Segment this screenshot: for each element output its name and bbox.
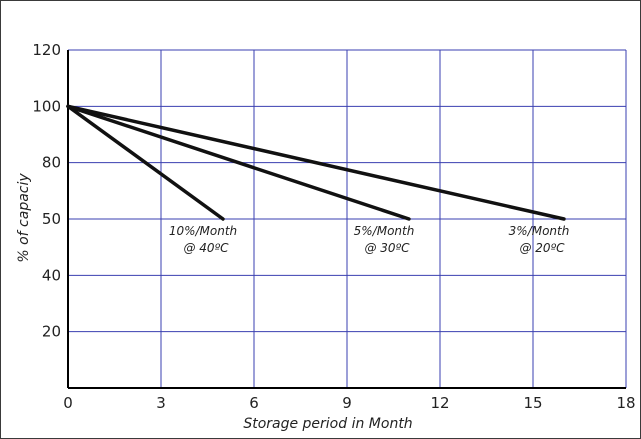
x-tick-label: 6: [249, 394, 259, 412]
series-annotation: 5%/Month: [354, 224, 415, 238]
series-annotations: 10%/Month @ 40ºC 5%/Month @ 30ºC 3%/Month @ 2…: [169, 224, 570, 255]
y-tick-label: 100: [32, 97, 61, 115]
x-tick-label: 0: [63, 394, 73, 412]
y-tick-label: 40: [42, 266, 61, 284]
y-tick-label: 50: [42, 210, 61, 228]
series-lines: [66, 104, 566, 221]
x-tick-label: 18: [616, 394, 635, 412]
series-annotation: 10%/Month: [169, 224, 237, 238]
grid-lines: [68, 49, 627, 388]
series-line: [66, 104, 225, 221]
x-axis-label: Storage period in Month: [243, 416, 412, 432]
y-tick-label: 20: [42, 323, 61, 341]
series-annotation: 3%/Month: [509, 224, 570, 238]
x-tick-labels: 0 3 6 9 12 15 18: [63, 394, 635, 412]
series-line: [66, 104, 566, 221]
x-tick-label: 15: [523, 394, 542, 412]
x-tick-label: 3: [156, 394, 166, 412]
y-tick-labels: 20 40 50 80 100 120: [32, 41, 61, 341]
y-axis-label: % of capaciy: [16, 173, 32, 263]
series-annotation: @ 30ºC: [364, 241, 410, 255]
y-tick-label: 120: [32, 41, 61, 59]
series-line: [66, 104, 411, 221]
x-tick-label: 9: [342, 394, 352, 412]
y-tick-label: 80: [42, 154, 61, 172]
x-tick-label: 12: [430, 394, 449, 412]
series-annotation: @ 40ºC: [183, 241, 229, 255]
series-annotation: @ 20ºC: [519, 241, 565, 255]
